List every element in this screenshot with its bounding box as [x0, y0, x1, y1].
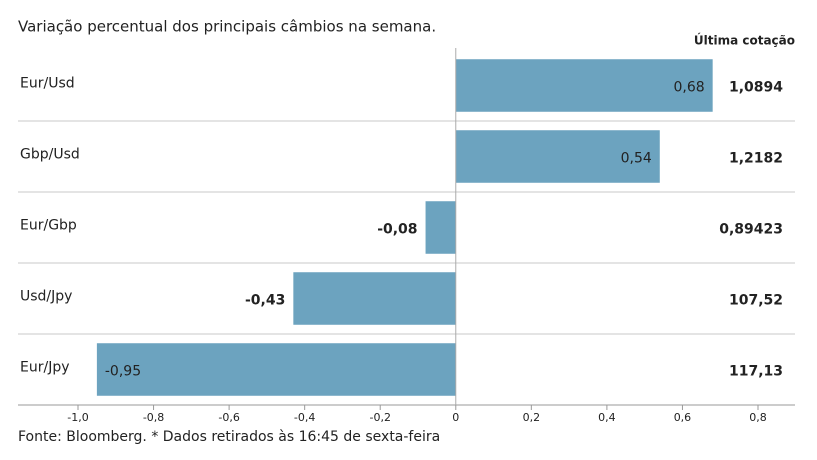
category-label: Usd/Jpy: [20, 289, 72, 305]
x-tick-label: -0,4: [294, 411, 315, 424]
x-tick-label: 0,8: [749, 411, 767, 424]
x-tick-label: 0,4: [598, 411, 616, 424]
bar: [293, 272, 456, 325]
bar: [455, 130, 660, 183]
value-label: 0,54: [621, 151, 652, 167]
x-tick-label: -0,2: [369, 411, 390, 424]
value-label: -0,43: [245, 293, 285, 309]
quote-header: Última cotação: [694, 33, 795, 48]
value-label: -0,08: [377, 222, 417, 238]
category-label: Eur/Usd: [20, 76, 75, 92]
x-tick-label: 0,6: [674, 411, 692, 424]
category-label: Gbp/Usd: [20, 147, 80, 163]
x-tick-label: -0,6: [218, 411, 239, 424]
quote-value: 1,0894: [729, 80, 783, 96]
chart-title: Variação percentual dos principais câmbi…: [18, 18, 436, 36]
quote-value: 117,13: [729, 364, 783, 380]
x-tick-label: -0,8: [143, 411, 164, 424]
source-note: Fonte: Bloomberg. * Dados retirados às 1…: [18, 429, 440, 445]
value-label: -0,95: [105, 364, 141, 380]
x-tick-label: 0,2: [523, 411, 541, 424]
quote-value: 107,52: [729, 293, 783, 309]
category-label: Eur/Gbp: [20, 218, 77, 234]
bar: [455, 59, 713, 112]
x-tick-label: 0: [452, 411, 459, 424]
quote-value: 0,89423: [719, 222, 783, 238]
bar: [96, 343, 456, 396]
category-label: Eur/Jpy: [20, 360, 70, 376]
x-tick-label: -1,0: [67, 411, 88, 424]
bar: [425, 201, 456, 254]
quote-value: 1,2182: [729, 151, 783, 167]
value-label: 0,68: [673, 80, 704, 96]
